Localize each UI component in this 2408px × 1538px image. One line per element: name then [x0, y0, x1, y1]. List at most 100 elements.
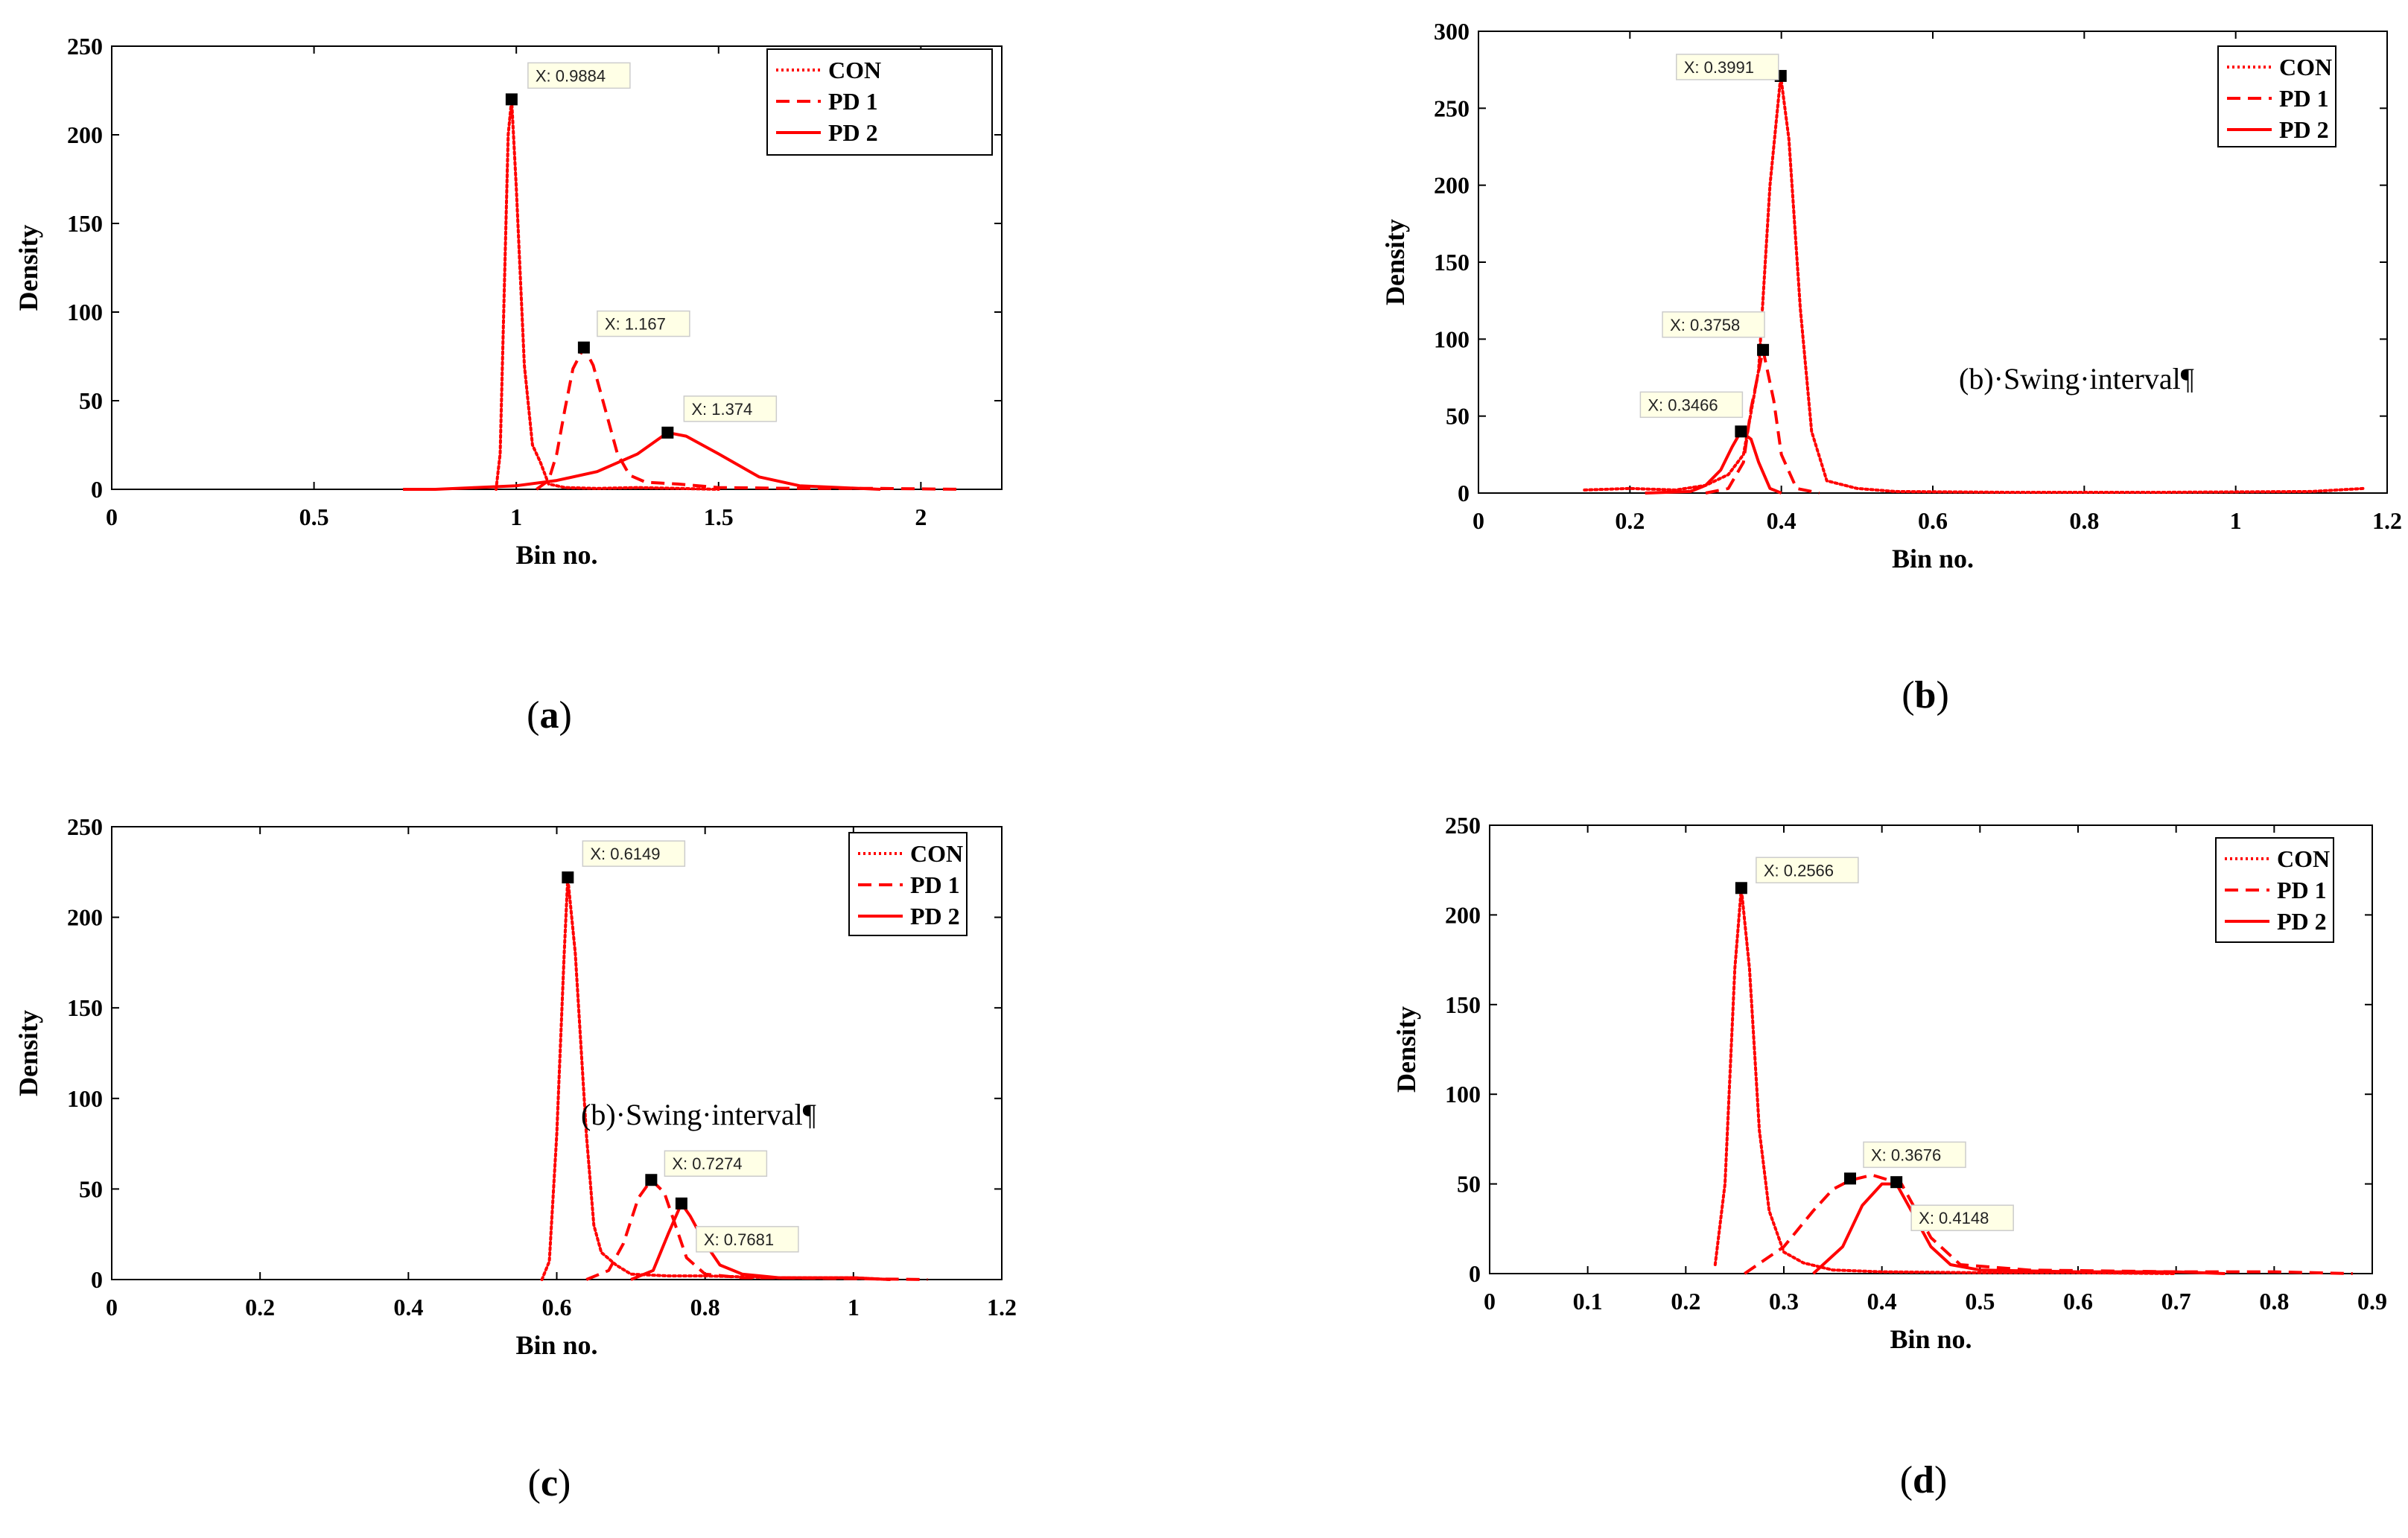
x-tick-label: 0.8 [690, 1294, 720, 1321]
x-tick-label: 0.2 [245, 1294, 275, 1321]
x-tick-label: 0.4 [393, 1294, 423, 1321]
legend-label: CON [828, 57, 881, 83]
datatip-box [1756, 857, 1859, 884]
plot-area-frame [111, 45, 1003, 490]
datatip-label: X: 1.167 [605, 315, 666, 334]
datatip-label: X: 0.6149 [590, 845, 660, 863]
y-tick-label: 200 [67, 904, 103, 931]
x-axis-label: Bin no. [1890, 1324, 1972, 1354]
chart-panel-a: 0 0.5 1 1.5 2 0 50 100 150 200 250 Bin no. Density X:… [13, 33, 1003, 737]
x-tick-label: 1.5 [704, 503, 734, 530]
chart-panel-c: 0 0.2 0.4 0.6 0.8 1 1.2 0 50 100 150 200 250 Bin no. D… [13, 813, 1017, 1504]
x-tick-label: 1.2 [2372, 507, 2402, 534]
y-axis-label: Density [1380, 219, 1410, 305]
y-tick-label: 150 [67, 994, 103, 1021]
y-tick-label: 250 [1445, 812, 1481, 839]
series-line-pd-1 [1744, 1173, 2353, 1275]
datatip: X: 1.374 [683, 395, 778, 422]
x-axis-label: Bin no. [515, 1330, 597, 1360]
datatip-label: X: 0.3991 [1684, 58, 1754, 77]
datatip-label: X: 0.7681 [704, 1230, 774, 1249]
data-marker[interactable] [1890, 1176, 1903, 1189]
x-tick-label: 0 [106, 1294, 118, 1321]
y-tick-label: 300 [1434, 18, 1470, 45]
series-line-pd-2 [1812, 1182, 2226, 1275]
datatip: X: 0.3466 [1639, 391, 1744, 419]
x-tick-label: 0.4 [1767, 507, 1797, 534]
caption-paren-close: ) [559, 694, 572, 737]
data-marker[interactable] [645, 1174, 658, 1186]
legend-label: PD 1 [910, 871, 960, 898]
legend-label: PD 2 [2277, 908, 2327, 935]
datatip-box [597, 310, 690, 337]
y-tick-label: 50 [79, 387, 103, 414]
datatip-box [582, 840, 686, 867]
y-tick-label: 50 [1457, 1171, 1481, 1198]
x-tick-label: 0.6 [2063, 1288, 2093, 1315]
data-marker[interactable] [661, 426, 674, 439]
datatip: X: 0.4148 [1910, 1204, 2014, 1231]
legend: CON PD 1 PD 2 [2217, 45, 2336, 147]
x-tick-label: 0 [1484, 1288, 1496, 1315]
data-marker[interactable] [1735, 425, 1747, 438]
series-line-con [1713, 886, 2178, 1275]
y-axis-label: Density [13, 1010, 43, 1096]
x-tick-label: 0.6 [1918, 507, 1948, 534]
caption-paren-open: ( [527, 694, 539, 737]
caption-paren-open: ( [1900, 1459, 1913, 1502]
x-tick-label: 1 [848, 1294, 860, 1321]
y-tick-label: 200 [1434, 172, 1470, 199]
datatip-label: X: 0.2566 [1764, 861, 1834, 880]
series-line-pd-2 [1645, 430, 1782, 495]
series-line-pd-1 [585, 1178, 928, 1281]
x-tick-label: 0.9 [2357, 1288, 2387, 1315]
y-tick-label: 0 [1458, 480, 1470, 506]
y-tick-label: 250 [67, 813, 103, 840]
y-tick-label: 100 [67, 1085, 103, 1112]
x-tick-label: 0.2 [1671, 1288, 1700, 1315]
x-tick-label: 0 [1473, 507, 1484, 534]
data-marker[interactable] [577, 341, 590, 354]
data-marker[interactable] [505, 93, 518, 106]
datatip-label: X: 0.3466 [1648, 395, 1718, 414]
datatip-label: X: 0.3676 [1871, 1145, 1941, 1164]
datatip-label: X: 0.4148 [1919, 1209, 1989, 1227]
datatip-box [1639, 391, 1744, 419]
x-tick-label: 0.5 [1965, 1288, 1995, 1315]
legend-label: PD 2 [2279, 116, 2329, 143]
caption-letter: d [1913, 1459, 1934, 1502]
x-tick-label: 0 [106, 503, 118, 530]
data-marker[interactable] [1757, 343, 1770, 356]
legend: CON PD 1 PD 2 [2215, 837, 2334, 943]
x-axis-label: Bin no. [515, 540, 597, 570]
x-tick-label: 1.2 [987, 1294, 1017, 1321]
data-marker[interactable] [675, 1197, 687, 1210]
panel-caption: (b) [1902, 674, 1949, 716]
data-marker[interactable] [1844, 1172, 1857, 1185]
y-tick-label: 200 [1445, 901, 1481, 928]
legend-label: CON [2279, 54, 2332, 80]
y-tick-label: 50 [79, 1175, 103, 1202]
legend-label: PD 2 [828, 119, 878, 146]
legend-label: PD 1 [2277, 877, 2327, 903]
data-marker[interactable] [1735, 882, 1747, 894]
x-tick-label: 2 [915, 503, 927, 530]
datatip-box [696, 1226, 799, 1253]
legend-label: PD 1 [2279, 85, 2329, 112]
x-tick-label: 0.3 [1769, 1288, 1799, 1315]
caption-paren-close: ) [1934, 1459, 1947, 1502]
y-tick-label: 150 [1434, 249, 1470, 276]
caption-letter: c [541, 1462, 558, 1504]
y-axis-label: Density [1391, 1006, 1421, 1093]
datatip: X: 1.167 [597, 310, 690, 337]
datatip-box [527, 62, 631, 89]
x-axis-label: Bin no. [1892, 544, 1974, 573]
legend: CON PD 1 PD 2 [848, 832, 968, 936]
caption-letter: a [540, 694, 559, 737]
y-tick-label: 150 [1445, 991, 1481, 1018]
y-tick-label: 200 [67, 121, 103, 148]
data-marker[interactable] [562, 871, 574, 884]
stray-annotation: (b)·Swing·interval¶ [1959, 362, 2194, 395]
panel-caption: (d) [1900, 1459, 1948, 1502]
